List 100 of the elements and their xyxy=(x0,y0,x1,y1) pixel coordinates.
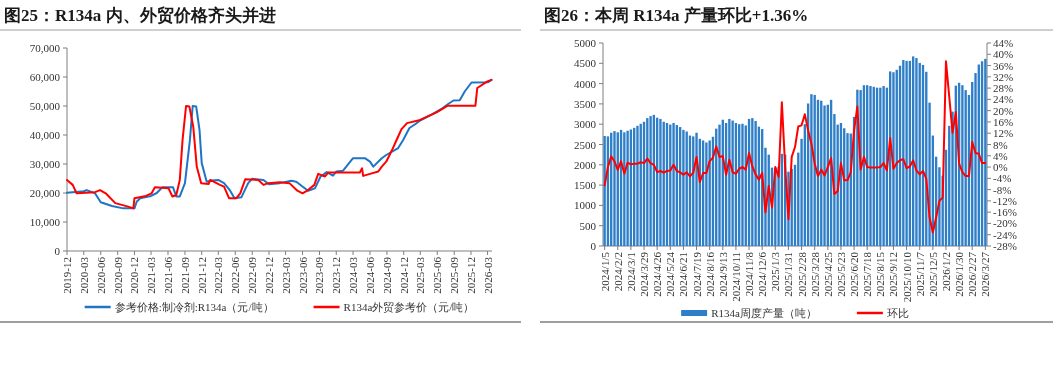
x-tick-label: 2023-06 xyxy=(296,256,309,294)
x-tick-label: 2024/4/26 xyxy=(651,251,664,297)
y-tick-label: 50,000 xyxy=(29,100,61,112)
x-tick-label: 2025-03 xyxy=(414,256,427,294)
legend-label: 环比 xyxy=(886,307,909,319)
x-tick-label: 2021-06 xyxy=(162,256,174,294)
x-tick-label: 2021-09 xyxy=(178,256,191,294)
x-tick-label: 2020-09 xyxy=(111,256,124,294)
x-tick-label: 2022-03 xyxy=(212,256,225,294)
y-tick-label: 4500 xyxy=(574,57,597,70)
x-tick-label: 2023-09 xyxy=(313,256,326,294)
x-tick-label: 2024/11/8 xyxy=(743,251,756,297)
y2-tick-label: -24% xyxy=(993,228,1017,241)
y2-tick-label: 40% xyxy=(993,48,1014,61)
x-tick-label: 2021-12 xyxy=(195,257,208,294)
y-tick-label: 20,000 xyxy=(29,187,61,199)
bar xyxy=(879,87,882,246)
x-tick-label: 2024/3/29 xyxy=(638,251,651,297)
x-tick-label: 2025/10/10 xyxy=(900,251,913,303)
bar xyxy=(705,142,708,246)
x-tick-label: 2021-03 xyxy=(145,256,158,294)
x-tick-label: 2024-12 xyxy=(397,257,410,294)
bar xyxy=(751,118,754,246)
bar xyxy=(695,132,698,246)
y-tick-label: 3500 xyxy=(574,97,597,110)
line-series xyxy=(603,60,987,234)
bar xyxy=(626,130,629,246)
legend-label: 参考价格:制冷剂:R134a（元/吨） xyxy=(114,301,274,313)
legend-label: R134a周度产量（吨） xyxy=(711,307,817,319)
y2-tick-label: -16% xyxy=(993,206,1017,219)
x-tick-label: 2020-06 xyxy=(94,256,107,294)
x-tick-label: 2024/7/19 xyxy=(690,251,703,297)
y2-tick-label: -4% xyxy=(993,172,1012,185)
legend-label: R134a外贸参考价（元/吨） xyxy=(343,301,475,313)
y2-tick-label: 20% xyxy=(993,104,1014,117)
bar xyxy=(603,135,606,246)
y-tick-label: 40,000 xyxy=(29,129,61,141)
chart-title: 图25：R134a 内、外贸价格齐头并进 xyxy=(4,6,276,25)
x-tick-label: 2025/7/18 xyxy=(861,251,874,297)
x-tick-label: 2022-09 xyxy=(246,256,259,294)
y-tick-label: 4000 xyxy=(574,77,597,90)
bar xyxy=(728,118,731,246)
chart-title: 图26：本周 R134a 产量环比+1.36% xyxy=(544,6,809,25)
x-tick-label: 2024/8/16 xyxy=(703,251,716,297)
x-tick-label: 2025/3/28 xyxy=(808,251,821,297)
x-tick-label: 2025-12 xyxy=(464,257,477,294)
y-tick-label: 2000 xyxy=(574,158,597,171)
y2-tick-label: 0% xyxy=(993,161,1008,174)
x-tick-label: 2024/1/5 xyxy=(598,251,611,292)
y-tick-label: 0 xyxy=(54,245,61,257)
x-tick-label: 2025-06 xyxy=(431,256,444,294)
x-tick-label: 2024/2/2 xyxy=(611,252,624,292)
x-tick-label: 2022-06 xyxy=(229,256,242,294)
y2-tick-label: -8% xyxy=(993,183,1012,196)
y-tick-label: 5000 xyxy=(574,37,597,49)
y2-tick-label: 16% xyxy=(993,115,1014,128)
y2-tick-label: 12% xyxy=(993,127,1014,140)
y2-tick-label: -20% xyxy=(993,217,1017,230)
y-tick-label: 0 xyxy=(590,240,597,252)
x-tick-label: 2026-03 xyxy=(481,256,494,294)
bar xyxy=(915,58,918,246)
bar xyxy=(754,120,757,246)
y2-tick-label: 36% xyxy=(993,59,1014,72)
bar xyxy=(882,86,885,246)
x-tick-label: 2024/5/24 xyxy=(664,251,677,297)
bar xyxy=(731,120,734,246)
x-tick-label: 2023-03 xyxy=(279,256,292,294)
x-tick-label: 2025/5/23 xyxy=(834,251,847,297)
x-tick-label: 2025/12/5 xyxy=(926,251,939,297)
x-tick-label: 2026/3/27 xyxy=(979,251,992,297)
x-tick-label: 2024-06 xyxy=(363,256,376,294)
bar xyxy=(718,124,721,246)
x-tick-label: 2024/12/6 xyxy=(756,251,769,297)
y2-tick-label: 32% xyxy=(993,70,1014,83)
bar xyxy=(961,85,964,246)
y-tick-label: 3000 xyxy=(574,118,597,131)
x-tick-label: 2025/6/20 xyxy=(848,251,861,297)
y-tick-label: 30,000 xyxy=(29,158,61,170)
x-tick-label: 2025/2/28 xyxy=(795,251,808,297)
x-tick-label: 2020-03 xyxy=(77,256,90,294)
x-tick-label: 2025/9/12 xyxy=(887,252,900,297)
x-tick-label: 2026/1/30 xyxy=(953,251,966,297)
x-tick-label: 2024/9/13 xyxy=(716,251,729,297)
x-tick-label: 2022-12 xyxy=(262,257,275,294)
y2-tick-label: 28% xyxy=(993,82,1014,95)
y2-tick-label: -12% xyxy=(993,194,1017,207)
bar xyxy=(984,58,987,246)
y-tick-label: 1500 xyxy=(574,179,597,192)
y-tick-label: 1000 xyxy=(574,199,597,212)
x-tick-label: 2026/2/27 xyxy=(966,251,979,297)
y-tick-label: 70,000 xyxy=(29,42,61,54)
x-tick-label: 2019-12 xyxy=(61,257,73,294)
x-tick-label: 2024-09 xyxy=(380,256,393,294)
x-tick-label: 2020-12 xyxy=(128,257,141,294)
y-tick-label: 10,000 xyxy=(29,216,61,228)
x-tick-label: 2024/6/21 xyxy=(677,252,690,297)
x-tick-label: 2023-12 xyxy=(330,257,343,294)
x-tick-label: 2025/11/7 xyxy=(913,251,926,297)
x-tick-label: 2025/1/3 xyxy=(769,251,782,292)
bar xyxy=(708,140,711,246)
